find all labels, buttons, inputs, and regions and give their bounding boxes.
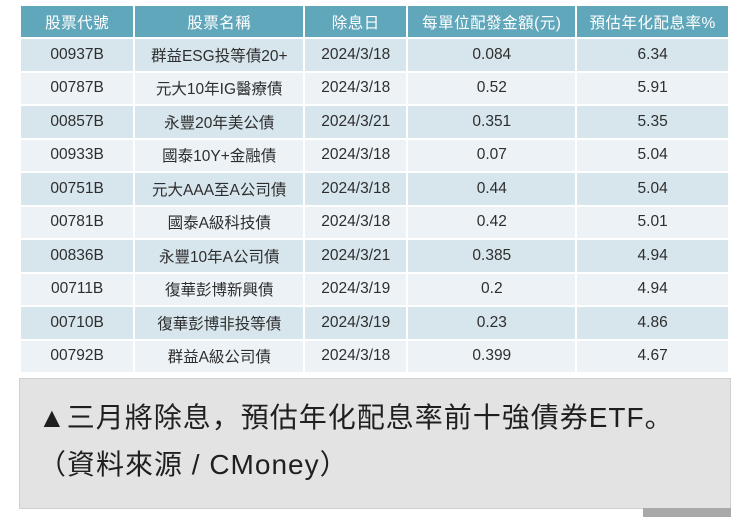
cell-stock-code: 00751B <box>21 173 134 205</box>
column-header-est-annual-yield: 預估年化配息率% <box>577 6 728 37</box>
cell-yield: 5.01 <box>577 206 728 238</box>
cell-ex-div-date: 2024/3/18 <box>305 139 407 171</box>
cell-stock-code: 00836B <box>21 240 134 272</box>
column-header-payout-per-unit: 每單位配發金額(元) <box>408 6 576 37</box>
cell-ex-div-date: 2024/3/18 <box>305 173 407 205</box>
table-row: 00711B 復華彭博新興債 2024/3/19 0.2 4.94 <box>21 273 728 305</box>
cell-stock-code: 00710B <box>21 307 134 339</box>
table-row: 00787B 元大10年IG醫療債 2024/3/18 0.52 5.91 <box>21 72 728 104</box>
cell-stock-code: 00711B <box>21 273 134 305</box>
cell-stock-name: 元大10年IG醫療債 <box>135 72 304 104</box>
cell-stock-code: 00933B <box>21 139 134 171</box>
cell-payout: 0.399 <box>408 340 576 372</box>
bottom-right-partial-bar <box>643 508 731 517</box>
cell-stock-code: 00781B <box>21 206 134 238</box>
cell-payout: 0.385 <box>408 240 576 272</box>
cell-payout: 0.084 <box>408 39 576 71</box>
cell-ex-div-date: 2024/3/19 <box>305 307 407 339</box>
cell-payout: 0.42 <box>408 206 576 238</box>
column-header-ex-div-date: 除息日 <box>305 6 407 37</box>
cell-yield: 6.34 <box>577 39 728 71</box>
table-header-row: 股票代號 股票名稱 除息日 每單位配發金額(元) 預估年化配息率% <box>21 6 728 37</box>
cell-stock-name: 永豐10年A公司債 <box>135 240 304 272</box>
table-row: 00836B 永豐10年A公司債 2024/3/21 0.385 4.94 <box>21 240 728 272</box>
cell-ex-div-date: 2024/3/19 <box>305 273 407 305</box>
cell-yield: 5.91 <box>577 72 728 104</box>
cell-ex-div-date: 2024/3/18 <box>305 39 407 71</box>
table-row: 00933B 國泰10Y+金融債 2024/3/18 0.07 5.04 <box>21 139 728 171</box>
etf-dividend-table: 股票代號 股票名稱 除息日 每單位配發金額(元) 預估年化配息率% 00937B… <box>19 4 730 374</box>
cell-ex-div-date: 2024/3/18 <box>305 206 407 238</box>
cell-stock-name: 復華彭博非投等債 <box>135 307 304 339</box>
cell-stock-code: 00857B <box>21 106 134 138</box>
cell-yield: 5.04 <box>577 173 728 205</box>
cell-yield: 4.67 <box>577 340 728 372</box>
cell-stock-name: 元大AAA至A公司債 <box>135 173 304 205</box>
cell-stock-name: 國泰A級科技債 <box>135 206 304 238</box>
column-header-stock-code: 股票代號 <box>21 6 134 37</box>
table-row: 00751B 元大AAA至A公司債 2024/3/18 0.44 5.04 <box>21 173 728 205</box>
cell-stock-name: 國泰10Y+金融債 <box>135 139 304 171</box>
table-row: 00710B 復華彭博非投等債 2024/3/19 0.23 4.86 <box>21 307 728 339</box>
cell-stock-name: 群益A級公司債 <box>135 340 304 372</box>
cell-stock-code: 00792B <box>21 340 134 372</box>
cell-ex-div-date: 2024/3/21 <box>305 106 407 138</box>
cell-payout: 0.351 <box>408 106 576 138</box>
cell-stock-name: 復華彭博新興債 <box>135 273 304 305</box>
cell-yield: 4.94 <box>577 273 728 305</box>
cell-stock-code: 00937B <box>21 39 134 71</box>
table-row: 00792B 群益A級公司債 2024/3/18 0.399 4.67 <box>21 340 728 372</box>
caption-line-1: ▲三月將除息，預估年化配息率前十強債券ETF。 <box>38 402 674 433</box>
cell-stock-name: 群益ESG投等債20+ <box>135 39 304 71</box>
image-caption-box: ▲三月將除息，預估年化配息率前十強債券ETF。 （資料來源 / CMoney） <box>19 378 731 509</box>
cell-payout: 0.23 <box>408 307 576 339</box>
cell-stock-code: 00787B <box>21 72 134 104</box>
cell-ex-div-date: 2024/3/18 <box>305 72 407 104</box>
table-row: 00937B 群益ESG投等債20+ 2024/3/18 0.084 6.34 <box>21 39 728 71</box>
caption-line-2: （資料來源 / CMoney） <box>38 449 349 480</box>
cell-payout: 0.2 <box>408 273 576 305</box>
cell-yield: 4.94 <box>577 240 728 272</box>
cell-payout: 0.52 <box>408 72 576 104</box>
cell-ex-div-date: 2024/3/21 <box>305 240 407 272</box>
table-row: 00857B 永豐20年美公債 2024/3/21 0.351 5.35 <box>21 106 728 138</box>
cell-yield: 5.04 <box>577 139 728 171</box>
cell-yield: 5.35 <box>577 106 728 138</box>
column-header-stock-name: 股票名稱 <box>135 6 304 37</box>
cell-stock-name: 永豐20年美公債 <box>135 106 304 138</box>
cell-payout: 0.07 <box>408 139 576 171</box>
cell-payout: 0.44 <box>408 173 576 205</box>
table-row: 00781B 國泰A級科技債 2024/3/18 0.42 5.01 <box>21 206 728 238</box>
cell-yield: 4.86 <box>577 307 728 339</box>
cell-ex-div-date: 2024/3/18 <box>305 340 407 372</box>
